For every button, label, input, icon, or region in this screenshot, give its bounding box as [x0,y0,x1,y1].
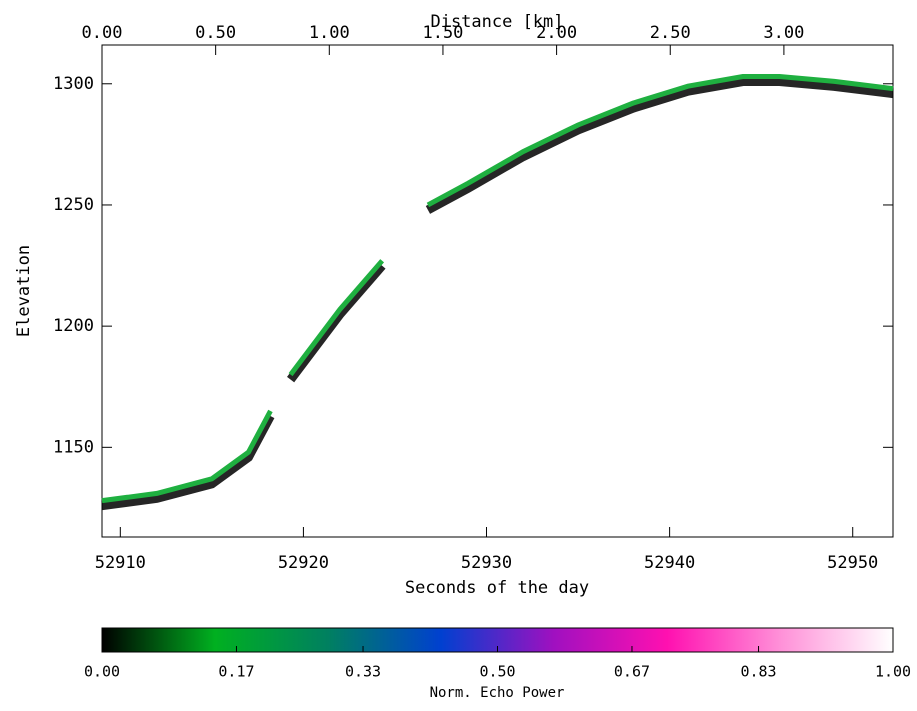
surface-echo [101,74,894,504]
x2-axis-label: Distance [km] [430,12,563,32]
plot-frame [101,44,894,538]
colorbar-tick-label: 0.33 [345,663,381,681]
x2-tick-label: 1.00 [309,23,350,43]
x-axis-label: Seconds of the day [405,578,589,598]
echo-shadow [101,77,894,511]
x-tick-label: 52940 [644,553,695,573]
y-axis-label: Elevation [14,245,34,337]
x2-tick-label: 3.00 [763,23,804,43]
x2-tick-label: 2.00 [536,23,577,43]
colorbar-tick-label: 0.00 [84,663,120,681]
x2-tick-label: 2.50 [650,23,691,43]
y-tick-label: 1200 [53,316,94,336]
y-tick-label: 1250 [53,195,94,215]
x2-tick-label: 1.50 [422,23,463,43]
x2-tick-label: 0.00 [82,23,123,43]
y-tick-label: 1150 [53,437,94,457]
x-tick-label: 52910 [95,553,146,573]
colorbar-tick-label: 0.67 [614,663,650,681]
x-tick-label: 52930 [461,553,512,573]
x-tick-label: 52950 [827,553,878,573]
x-tick-label: 52920 [278,553,329,573]
colorbar-tick-label: 0.50 [479,663,515,681]
colorbar-tick-label: 0.17 [218,663,254,681]
colorbar-tick-label: 1.00 [875,663,911,681]
y-tick-label: 1300 [53,74,94,94]
colorbar-tick-label: 0.83 [740,663,776,681]
colorbar-label: Norm. Echo Power [430,685,565,701]
x2-tick-label: 0.50 [195,23,236,43]
